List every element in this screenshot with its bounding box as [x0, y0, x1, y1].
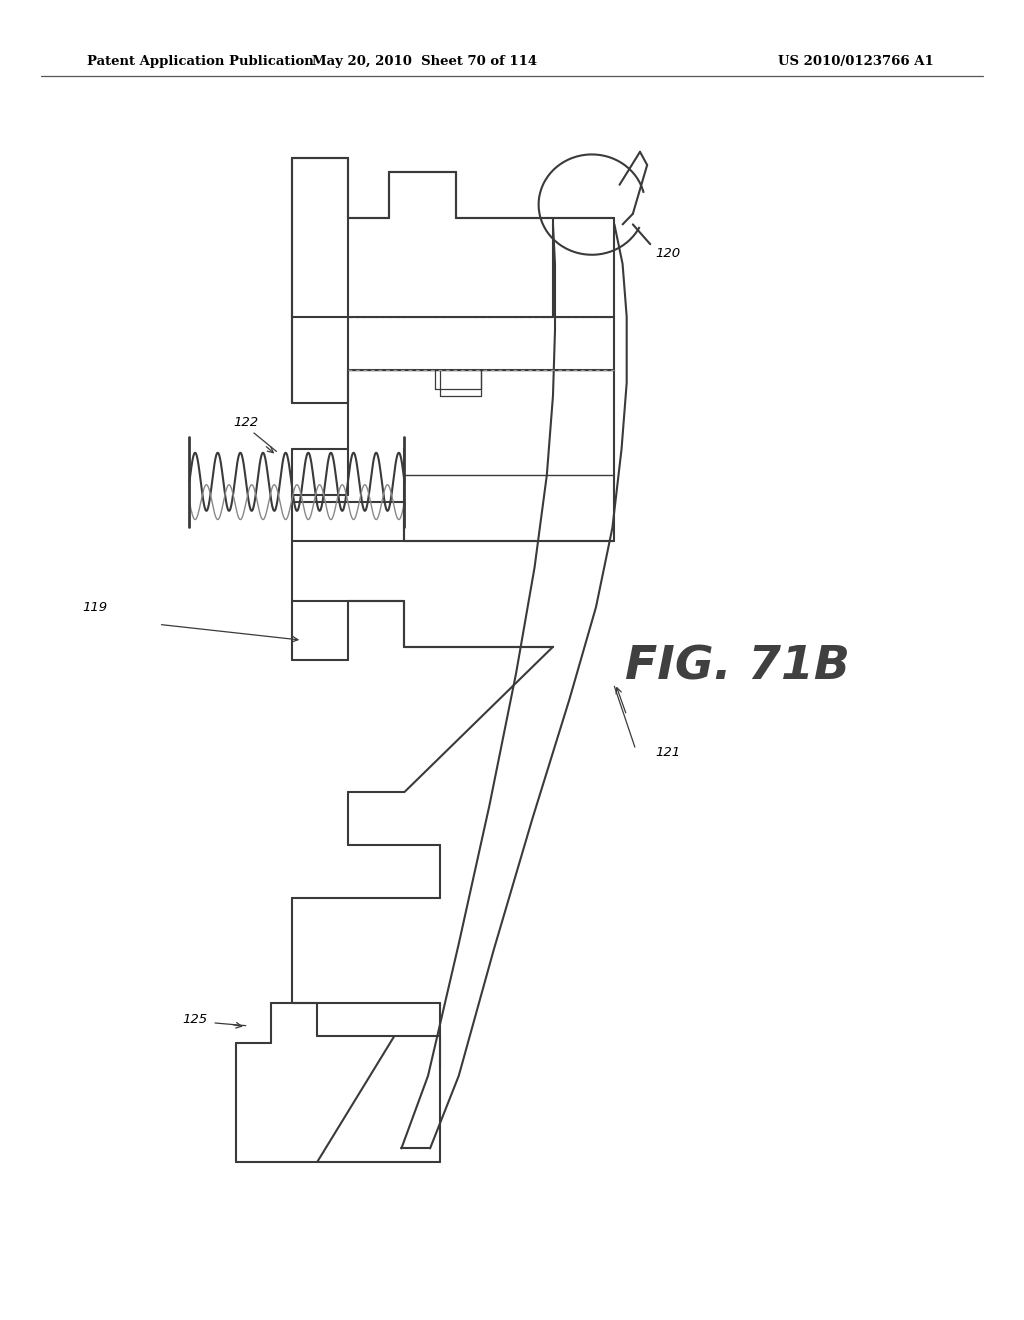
- Text: 120: 120: [655, 247, 681, 260]
- Text: 121: 121: [655, 746, 681, 759]
- Text: Patent Application Publication: Patent Application Publication: [87, 55, 313, 67]
- Text: FIG. 71B: FIG. 71B: [625, 644, 850, 689]
- Text: 125: 125: [182, 1012, 208, 1026]
- Text: 122: 122: [233, 416, 259, 429]
- Text: US 2010/0123766 A1: US 2010/0123766 A1: [778, 55, 934, 67]
- Text: May 20, 2010  Sheet 70 of 114: May 20, 2010 Sheet 70 of 114: [312, 55, 538, 67]
- Text: 119: 119: [82, 601, 108, 614]
